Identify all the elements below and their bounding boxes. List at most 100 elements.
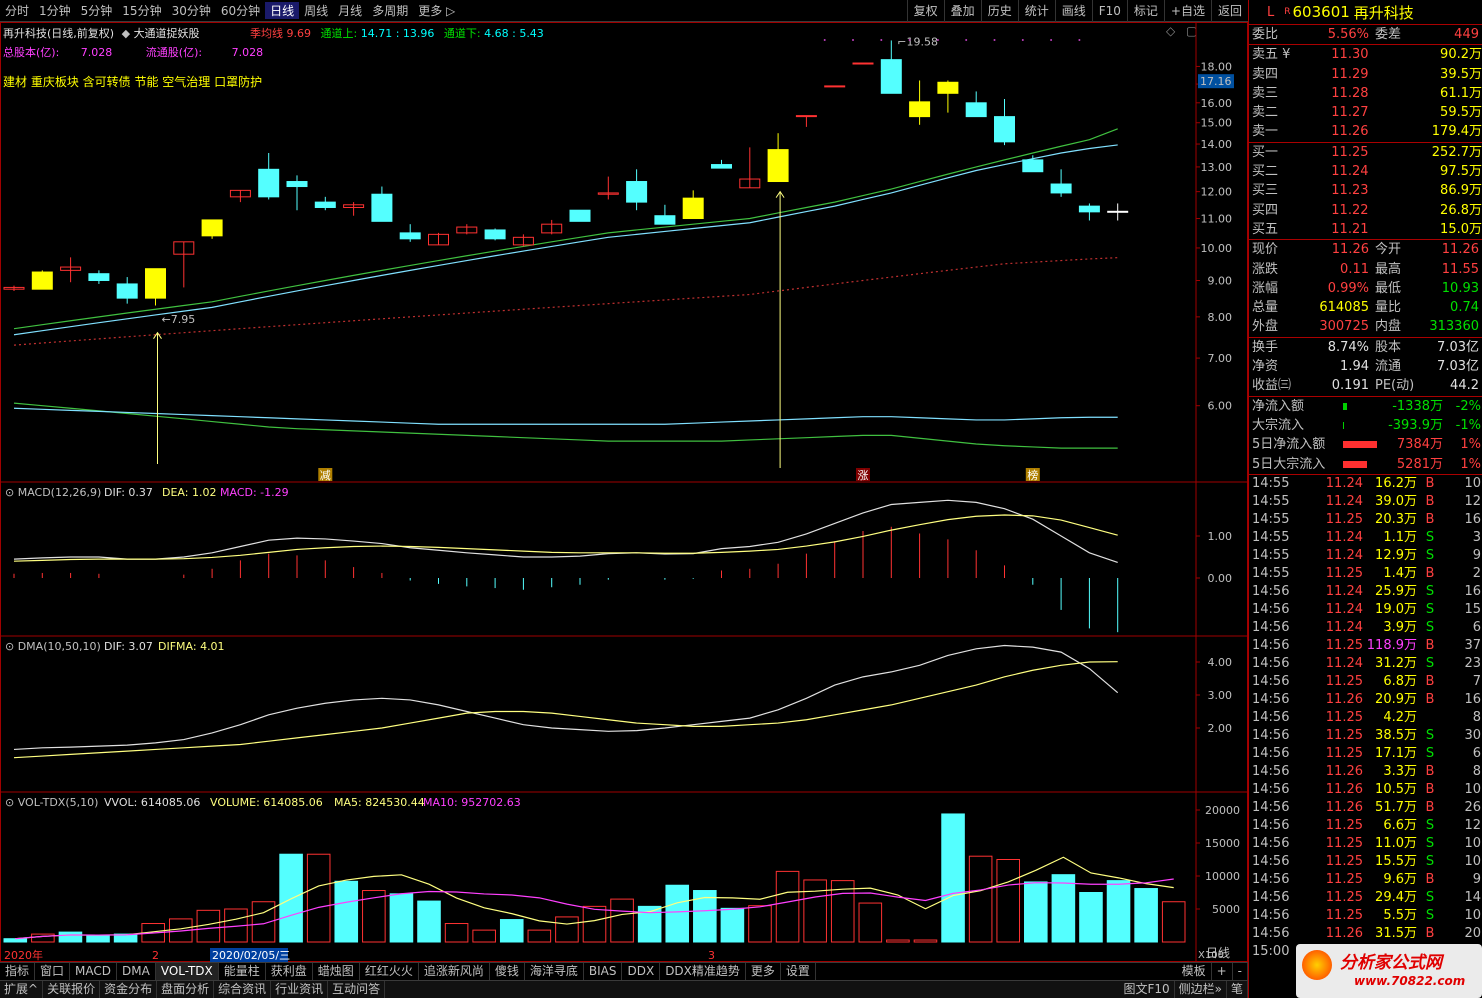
- y-tick-label: 16.00: [1201, 97, 1233, 110]
- high-mark: ⌐19.58: [897, 35, 938, 48]
- period-tab[interactable]: 更多 ▷: [418, 4, 456, 18]
- indicator-name[interactable]: 大通道捉妖股: [133, 27, 200, 40]
- period-tab[interactable]: 60分钟: [220, 4, 261, 18]
- order-row[interactable]: 卖二 11.27 59.5万: [1249, 103, 1482, 122]
- period-toolbar: 分时 1分钟 5分钟 15分钟 30分钟 60分钟 日线 周线 月线 多周期 更多 ▷ 复权 叠加 历史统…: [0, 0, 1248, 22]
- function-link[interactable]: 扩展^: [0, 981, 44, 998]
- quote-value: 0.11: [1340, 261, 1369, 277]
- tool-button[interactable]: 标记: [1126, 0, 1164, 22]
- tick-row: 14:56 11.25 9.6万 B 9: [1249, 871, 1482, 889]
- event-badge[interactable]: [1025, 468, 1040, 481]
- period-tab[interactable]: 分时: [5, 4, 30, 18]
- order-row[interactable]: 买一 11.25 252.7万: [1249, 143, 1482, 162]
- indicator-tab[interactable]: 窗口: [35, 963, 71, 980]
- tool-button[interactable]: 叠加: [943, 0, 981, 22]
- indicator-tab[interactable]: 蜡烛图: [313, 963, 360, 980]
- function-link[interactable]: 互动问答: [328, 981, 386, 998]
- function-link[interactable]: 盘面分析: [157, 981, 215, 998]
- function-link[interactable]: 侧边栏»: [1175, 981, 1227, 998]
- collapse-icon[interactable]: ▢: [1186, 24, 1198, 38]
- indicator-tab[interactable]: MACD: [70, 963, 118, 980]
- tool-button[interactable]: 复权: [906, 0, 944, 22]
- tick-time: 14:55: [1252, 547, 1290, 563]
- function-link[interactable]: 综合资讯: [214, 981, 272, 998]
- tool-button[interactable]: 历史: [980, 0, 1018, 22]
- order-row[interactable]: 卖四 11.29 39.5万: [1249, 65, 1482, 84]
- event-label[interactable]: 涨: [858, 469, 869, 482]
- tick-list[interactable]: 14:55 11.24 16.2万 B 10 14:55 11.24 39.0万 B 12 14:5…: [1249, 475, 1482, 961]
- indicator-tab[interactable]: 获利盘: [266, 963, 313, 980]
- indicator-tab[interactable]: 傻钱: [490, 963, 525, 980]
- indicator-dropdown-icon[interactable]: ◆: [121, 27, 131, 40]
- event-badge[interactable]: [856, 468, 870, 481]
- tick-volume: 5.5万: [1383, 907, 1417, 923]
- template-button[interactable]: +: [1212, 963, 1233, 980]
- function-link[interactable]: 图文F10: [1119, 981, 1175, 998]
- tick-volume: 20.9万: [1375, 691, 1417, 707]
- function-link[interactable]: 资金分布: [100, 981, 158, 998]
- order-row[interactable]: 卖三 11.28 61.1万: [1249, 84, 1482, 103]
- tick-time: 14:55: [1252, 529, 1290, 545]
- tool-button[interactable]: F10: [1091, 0, 1127, 22]
- indicator-tab[interactable]: 红红火火: [360, 963, 419, 980]
- period-tab[interactable]: 多周期: [372, 4, 409, 18]
- chart-area[interactable]: 6.00 7.00 8.00 9.00 10.00 11.00 12.00 13.00 14.0…: [0, 22, 1248, 962]
- indicator-tab[interactable]: DDX精准趋势: [660, 963, 746, 980]
- indicator-tab[interactable]: VOL-TDX: [155, 963, 219, 980]
- order-row[interactable]: 买三 11.23 86.9万: [1249, 181, 1482, 200]
- tick-time: 14:56: [1252, 745, 1290, 761]
- tick-price: 11.25: [1325, 871, 1363, 887]
- function-link[interactable]: 笔: [1227, 981, 1248, 998]
- signal-dot: [1050, 39, 1053, 41]
- quote-value: 313360: [1429, 319, 1479, 335]
- indicator-tab[interactable]: 更多: [746, 963, 781, 980]
- order-row[interactable]: 买二 11.24 97.5万: [1249, 162, 1482, 181]
- indicator-tab[interactable]: DMA: [117, 963, 156, 980]
- function-link[interactable]: 行业资讯: [271, 981, 329, 998]
- tool-button[interactable]: 返回: [1210, 0, 1248, 22]
- indicator-tab[interactable]: 设置: [781, 963, 816, 980]
- indicator-tab[interactable]: 追涨新风尚: [419, 963, 490, 980]
- event-badge[interactable]: [318, 468, 333, 481]
- order-level: 卖二: [1252, 105, 1279, 121]
- order-row[interactable]: 买五 11.21 15.0万: [1249, 220, 1482, 239]
- vol-vvol: VVOL: 614085.06: [104, 796, 200, 809]
- indicator-tab[interactable]: 能量柱: [219, 963, 266, 980]
- y-tick-label: 14.00: [1201, 138, 1233, 151]
- quote-value: 11.55: [1441, 261, 1479, 277]
- total-cap-label: 总股本(亿):: [3, 46, 60, 59]
- tool-button[interactable]: 统计: [1017, 0, 1055, 22]
- order-row[interactable]: 买四 11.22 26.8万: [1249, 201, 1482, 220]
- tick-volume: 51.7万: [1375, 799, 1417, 815]
- indicator-tab[interactable]: 指标: [0, 963, 36, 980]
- indicator-tab[interactable]: DDX: [622, 963, 661, 980]
- quote-row: 涨幅 0.99% 最低 10.93: [1249, 279, 1482, 298]
- period-tab[interactable]: 30分钟: [171, 4, 211, 18]
- candle-body: [314, 201, 336, 208]
- function-link[interactable]: 关联报价: [43, 981, 101, 998]
- period-tab[interactable]: 1分钟: [39, 4, 71, 18]
- candle-body: [626, 181, 648, 203]
- period-tab[interactable]: 5分钟: [80, 4, 113, 18]
- order-row[interactable]: 卖五 ¥ 11.30 90.2万: [1249, 45, 1482, 64]
- tool-button[interactable]: +自选: [1163, 0, 1211, 22]
- indicator-tab[interactable]: 海洋寻底: [525, 963, 584, 980]
- order-level: 买三: [1252, 183, 1279, 199]
- indicator-tab[interactable]: BIAS: [584, 963, 623, 980]
- order-row[interactable]: 卖一 11.26 179.4万: [1249, 122, 1482, 141]
- candle-body: [852, 62, 874, 65]
- x-axis-label: 2020年: [4, 948, 43, 962]
- expand-icon[interactable]: ◇: [1166, 24, 1176, 38]
- event-label[interactable]: 榜: [1027, 468, 1038, 482]
- tick-volume: 118.9万: [1366, 637, 1417, 653]
- template-button[interactable]: -: [1233, 963, 1248, 980]
- vol-ma5: MA5: 824530.44: [334, 796, 425, 809]
- template-button[interactable]: 模板: [1177, 963, 1212, 980]
- period-tab[interactable]: 月线: [338, 4, 363, 18]
- tool-button[interactable]: 画线: [1054, 0, 1092, 22]
- event-label[interactable]: 减: [320, 469, 331, 482]
- period-tab[interactable]: 日线: [265, 2, 300, 19]
- dma-title: ⊙ DMA(10,50,10): [5, 640, 101, 653]
- period-tab[interactable]: 周线: [304, 4, 329, 18]
- period-tab[interactable]: 15分钟: [122, 4, 162, 18]
